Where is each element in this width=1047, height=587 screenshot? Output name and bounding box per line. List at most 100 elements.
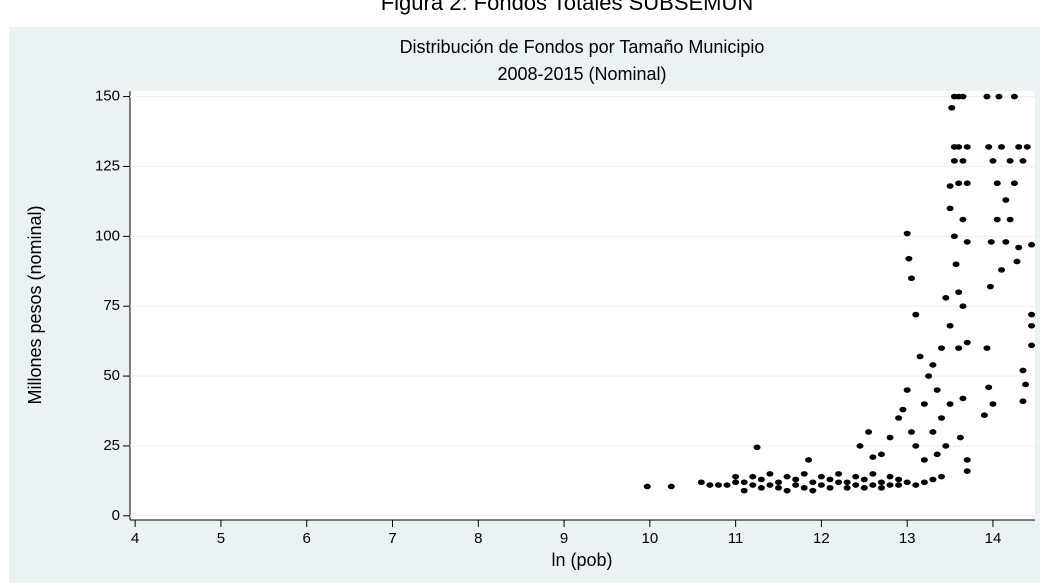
point xyxy=(963,144,971,150)
point xyxy=(959,395,967,402)
point xyxy=(1015,244,1023,251)
x-tick-label: 10 xyxy=(641,530,658,547)
chart-subtitle: 2008-2015 (Nominal) xyxy=(497,64,666,84)
x-tick-label: 7 xyxy=(388,530,396,547)
point xyxy=(749,482,757,488)
point xyxy=(697,479,705,486)
point xyxy=(877,451,885,458)
point xyxy=(1010,180,1018,187)
point xyxy=(983,93,991,100)
point xyxy=(792,482,800,488)
point xyxy=(959,303,967,309)
point xyxy=(1015,144,1023,150)
point xyxy=(817,473,825,480)
point xyxy=(1013,258,1021,265)
point xyxy=(1006,216,1014,223)
point xyxy=(899,406,907,413)
point xyxy=(843,485,851,491)
point xyxy=(985,144,993,150)
point xyxy=(942,295,950,301)
point xyxy=(1019,158,1027,164)
point xyxy=(955,144,963,150)
point xyxy=(916,353,924,360)
x-tick-label: 14 xyxy=(985,530,1002,547)
point xyxy=(959,93,967,100)
point xyxy=(843,479,851,486)
point xyxy=(963,180,971,187)
point xyxy=(775,485,783,491)
point xyxy=(1019,367,1027,374)
point xyxy=(856,443,864,449)
y-tick-label: 125 xyxy=(95,157,120,174)
point xyxy=(920,457,928,463)
point xyxy=(903,387,911,393)
point xyxy=(903,230,911,237)
point xyxy=(1002,239,1010,245)
point xyxy=(1006,158,1014,164)
point xyxy=(826,476,834,483)
x-tick-label: 6 xyxy=(303,530,311,547)
point xyxy=(817,482,825,488)
point xyxy=(955,180,963,187)
point xyxy=(1028,241,1036,248)
point xyxy=(886,482,894,488)
point xyxy=(1022,381,1030,388)
x-tick-label: 9 xyxy=(560,530,568,547)
y-tick-label: 150 xyxy=(95,88,120,105)
point xyxy=(723,482,731,488)
point xyxy=(869,482,877,488)
point xyxy=(986,283,994,290)
point xyxy=(753,444,761,451)
point xyxy=(963,339,971,346)
point xyxy=(706,482,714,488)
point xyxy=(955,345,963,351)
point xyxy=(1028,342,1036,349)
point xyxy=(989,158,997,164)
point xyxy=(826,485,834,491)
point xyxy=(903,479,911,486)
point xyxy=(937,345,945,351)
figure-caption: Figura 2: Fondos Totales SUBSEMUN xyxy=(381,0,754,15)
point xyxy=(955,289,963,296)
point xyxy=(912,443,920,449)
point xyxy=(937,473,945,480)
point xyxy=(800,471,808,477)
x-tick-label: 13 xyxy=(899,530,916,547)
point xyxy=(869,471,877,477)
point xyxy=(985,384,993,391)
point xyxy=(950,158,958,164)
point xyxy=(877,479,885,486)
point xyxy=(835,479,843,486)
point xyxy=(989,401,997,407)
point xyxy=(952,261,960,268)
x-tick-label: 8 xyxy=(474,530,482,547)
point xyxy=(995,93,1003,100)
point xyxy=(937,415,945,421)
point xyxy=(948,104,956,111)
point xyxy=(895,415,903,421)
point xyxy=(929,476,937,483)
x-tick-label: 12 xyxy=(813,530,830,547)
point xyxy=(895,476,903,483)
point xyxy=(766,482,774,488)
point xyxy=(963,468,971,474)
point xyxy=(998,267,1006,273)
point xyxy=(732,479,740,486)
point xyxy=(925,373,933,379)
point xyxy=(933,387,941,393)
point xyxy=(757,476,765,483)
point xyxy=(805,457,813,463)
point xyxy=(993,180,1001,187)
point xyxy=(792,476,800,483)
y-tick-label: 75 xyxy=(103,297,120,314)
point xyxy=(946,322,954,329)
point xyxy=(852,473,860,480)
point xyxy=(1002,197,1010,203)
point xyxy=(963,239,971,245)
point xyxy=(809,479,817,486)
point xyxy=(895,482,903,488)
point xyxy=(740,479,748,486)
point xyxy=(983,345,991,351)
